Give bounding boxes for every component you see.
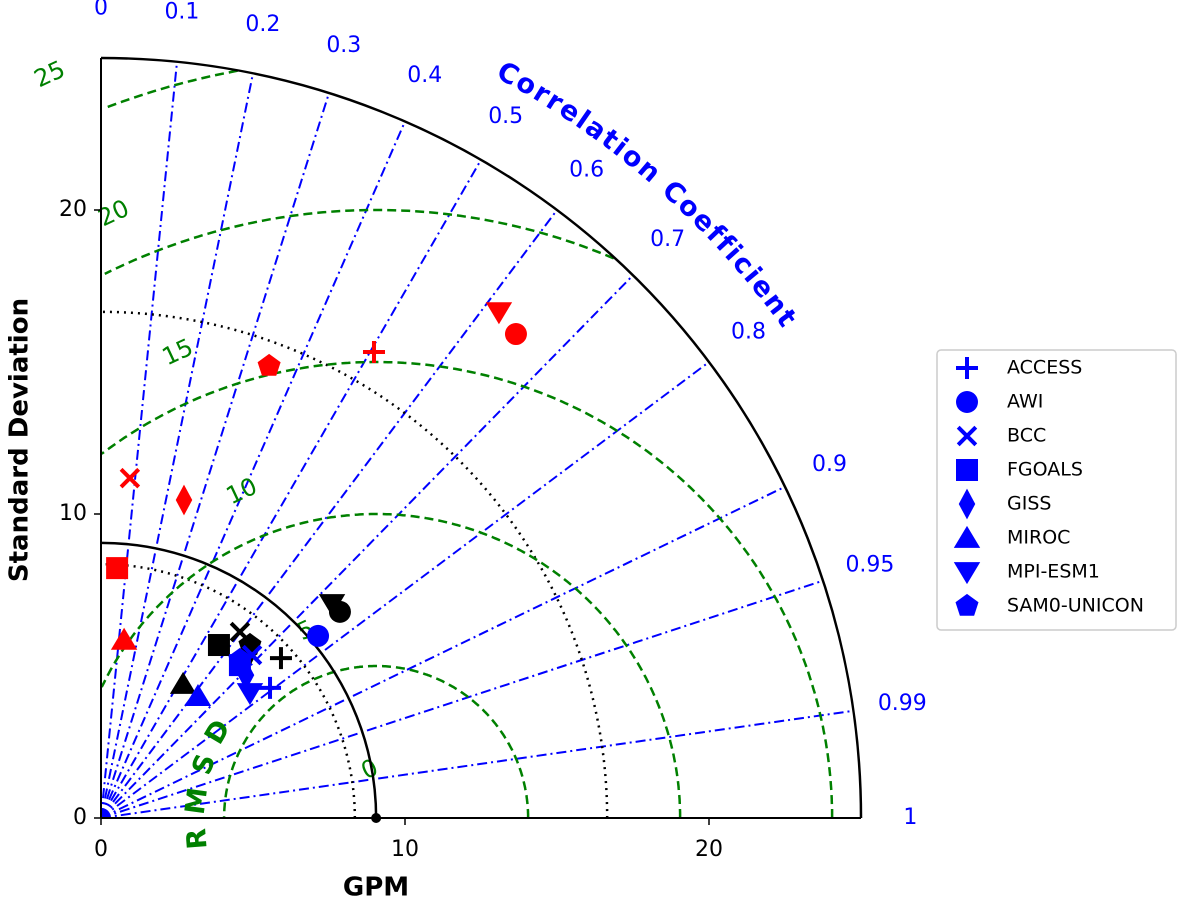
rmsd-contour [222, 664, 530, 818]
correlation-tick-label: 0.99 [878, 691, 927, 716]
legend-label: ACCESS [1007, 357, 1082, 379]
legend-label: SAM0-UNICON [1007, 595, 1144, 617]
outer-arc [100, 56, 863, 819]
reference-point [371, 813, 382, 823]
rmsd-contour [104, 208, 615, 276]
marker [184, 683, 212, 706]
correlation-tick-label: 0.1 [164, 0, 199, 25]
marker [175, 484, 193, 516]
marker [956, 391, 978, 413]
correlation-tick-label: 0.9 [812, 452, 847, 477]
correlation-line [100, 361, 710, 819]
correlation-line [100, 485, 786, 819]
marker [955, 593, 979, 616]
marker [228, 647, 252, 670]
y-tick-label: 10 [59, 501, 87, 526]
marker [485, 302, 513, 325]
marker [259, 676, 282, 699]
marker [956, 425, 978, 447]
correlation-line [100, 579, 824, 819]
marker [307, 624, 330, 647]
marker [956, 357, 978, 379]
correlation-line [100, 121, 406, 819]
rmsd-contour [103, 69, 238, 110]
legend-label: MPI-ESM1 [1007, 561, 1100, 583]
y-tick-label: 20 [59, 197, 87, 222]
rmsd-tick-label: 10 [222, 472, 262, 510]
marker [362, 340, 385, 363]
marker [257, 353, 281, 376]
marker [318, 594, 346, 617]
correlation-tick-label: 0.4 [407, 63, 442, 88]
chart-title: Correlation Coefficient [492, 55, 804, 334]
legend-box [936, 349, 1177, 631]
x-tick-label: 10 [391, 837, 419, 862]
rmsd-contour [100, 360, 834, 818]
marker [169, 671, 197, 694]
chart-title-text: Correlation Coefficient [492, 55, 802, 334]
marker [269, 647, 292, 670]
rmsd-title: RMSD [179, 702, 243, 850]
correlation-line [100, 92, 330, 819]
marker [953, 525, 981, 548]
marker [236, 683, 264, 706]
correlation-line [100, 61, 178, 819]
legend-label: BCC [1007, 425, 1046, 447]
correlation-tick-label: 1 [903, 805, 917, 830]
marker [956, 459, 978, 481]
std-contour [100, 310, 609, 819]
marker [953, 562, 981, 585]
y-tick-label: 0 [73, 805, 87, 830]
marker [110, 627, 138, 650]
rmsd-tick-label: 20 [94, 194, 134, 232]
rmsd-tick-label: 25 [30, 55, 70, 93]
rmsd-title-text: RMSD [179, 702, 229, 850]
correlation-line [100, 159, 482, 819]
correlation-line [100, 209, 558, 819]
std-contour [100, 562, 357, 819]
legend-label: FGOALS [1007, 459, 1083, 481]
correlation-tick-label: 0.6 [569, 157, 604, 182]
correlation-line [100, 73, 254, 819]
correlation-tick-label: 0.95 [845, 552, 894, 577]
marker [207, 634, 230, 657]
legend-label: AWI [1007, 391, 1043, 413]
correlation-tick-label: 0.2 [245, 12, 280, 37]
rmsd-contour [100, 512, 682, 818]
marker [958, 488, 976, 520]
x-tick-label: 0 [94, 837, 108, 862]
correlation-tick-label: 0.3 [326, 33, 361, 58]
correlation-tick-label: 0.7 [650, 227, 685, 252]
correlation-tick-label: 0.8 [731, 319, 766, 344]
marker [106, 557, 129, 580]
x-tick-label: 20 [695, 837, 723, 862]
marker [504, 323, 527, 346]
legend-label: MIROC [1007, 527, 1070, 549]
correlation-tick-label: 0.5 [488, 104, 523, 129]
correlation-tick-label: 0 [94, 0, 108, 21]
correlation-line [100, 274, 634, 819]
y-axis-label: Standard Deviation [5, 298, 35, 582]
marker [119, 467, 141, 489]
reference-arc [100, 541, 378, 819]
x-axis-label: GPM [343, 873, 409, 903]
correlation-line [100, 709, 854, 819]
rmsd-tick-label: 15 [158, 333, 198, 371]
legend-label: GISS [1007, 493, 1051, 515]
